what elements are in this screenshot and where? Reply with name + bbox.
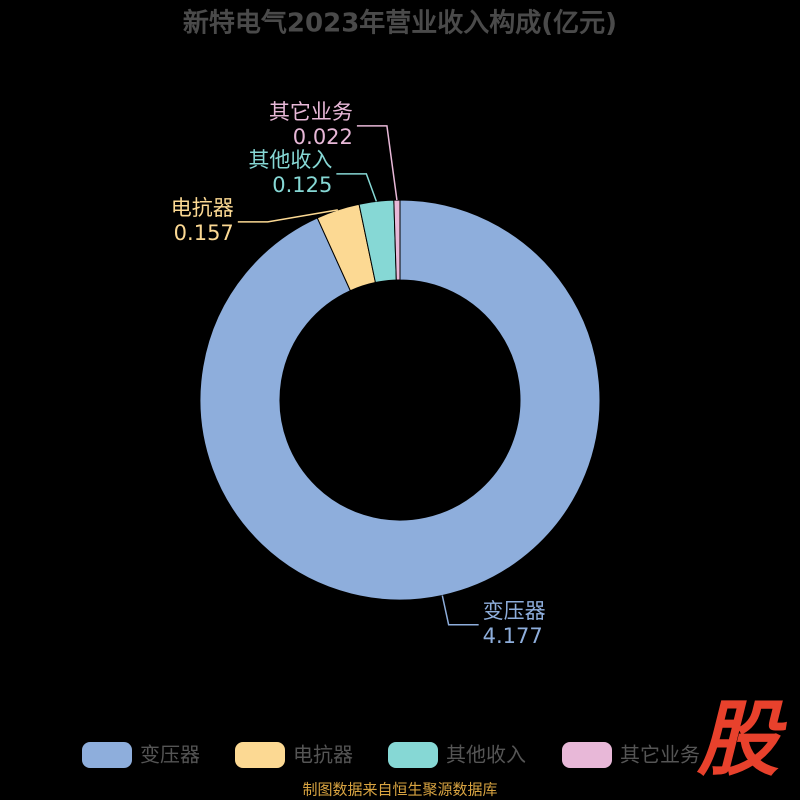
slice xyxy=(393,199,401,281)
leader-line xyxy=(356,125,398,201)
legend-swatch xyxy=(235,742,285,768)
legend-label: 变压器 xyxy=(140,743,200,767)
legend-label: 电抗器 xyxy=(293,743,353,767)
slice-label: 其他收入 xyxy=(248,148,332,172)
legend-swatch xyxy=(562,742,612,768)
slice-label: 电抗器 xyxy=(171,196,234,220)
slice-label: 其它业务 xyxy=(269,100,353,124)
leader-line xyxy=(441,595,479,626)
source-note: 制图数据来自恒生聚源数据库 xyxy=(302,781,497,799)
leader-line xyxy=(237,209,338,223)
legend-label: 其他收入 xyxy=(446,743,526,767)
chart-title: 新特电气2023年营业收入构成(亿元) xyxy=(183,8,617,39)
value-label: 0.157 xyxy=(174,221,234,245)
leader-line xyxy=(336,173,378,202)
slice xyxy=(199,199,601,601)
legend: 变压器 电抗器 其他收入 其它业务 xyxy=(82,742,700,768)
watermark: 股 xyxy=(696,692,787,787)
value-label: 0.022 xyxy=(293,125,353,149)
legend-swatch xyxy=(82,742,132,768)
value-label: 4.177 xyxy=(483,624,543,648)
slice-label: 变压器 xyxy=(483,599,546,623)
legend-swatch xyxy=(388,742,438,768)
value-label: 0.125 xyxy=(272,173,332,197)
legend-label: 其它业务 xyxy=(620,743,700,767)
